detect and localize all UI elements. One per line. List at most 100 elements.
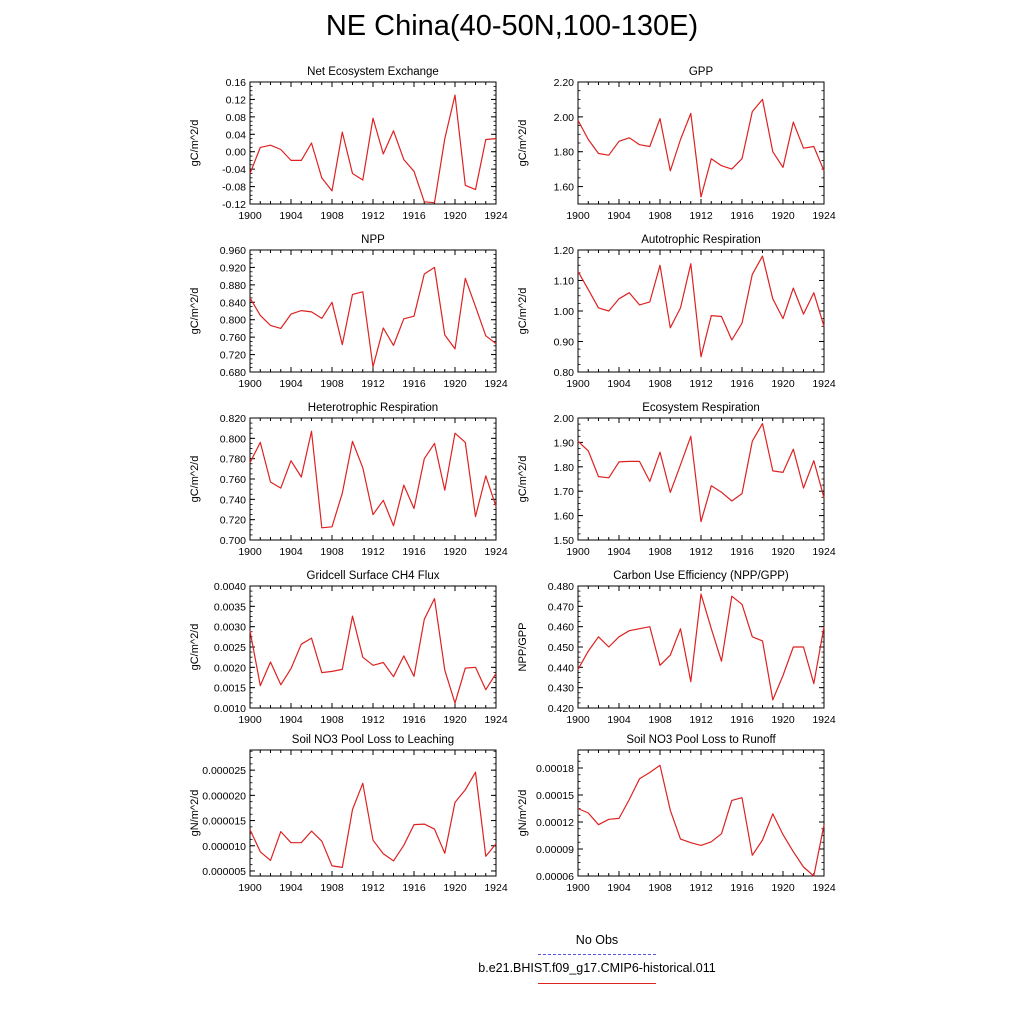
y-tick-label: 1.60 (554, 182, 575, 194)
x-tick-label: 1924 (812, 378, 836, 390)
y-tick-label: 0.760 (220, 332, 246, 344)
panel-title: Gridcell Surface CH4 Flux (307, 570, 440, 582)
x-tick-label: 1908 (648, 546, 672, 558)
y-tick-label: 0.920 (220, 262, 246, 274)
series-line (577, 255, 825, 358)
plot-frame (577, 585, 825, 709)
y-axis-label: NPP/GPP (517, 623, 529, 672)
x-tick-label: 1920 (771, 546, 795, 558)
x-tick-label: 1916 (402, 714, 426, 726)
series-line (577, 593, 825, 701)
panel-title: Autotrophic Respiration (641, 234, 761, 246)
x-tick-label: 1908 (648, 210, 672, 222)
x-tick-label: 1904 (279, 210, 303, 222)
x-tick-label: 1900 (566, 378, 590, 390)
y-tick-label: 0.04 (226, 129, 247, 141)
x-tick-label: 1908 (648, 882, 672, 894)
y-tick-label: -0.08 (222, 182, 246, 194)
x-tick-label: 1924 (484, 882, 508, 894)
y-axis-label: gC/m^2/d (189, 624, 201, 671)
series-line (577, 423, 825, 523)
series-line (249, 94, 497, 204)
y-tick-label: 1.90 (554, 437, 575, 449)
legend: No Obs b.e21.BHIST.f09_g17.CMIP6-histori… (0, 930, 1024, 1010)
panel-title: Net Ecosystem Exchange (307, 66, 439, 78)
x-tick-label: 1900 (238, 714, 262, 726)
x-tick-label: 1916 (402, 546, 426, 558)
y-tick-label: 0.000025 (202, 765, 246, 777)
y-tick-label: 0.0020 (214, 662, 246, 674)
y-tick-label: 0.460 (548, 622, 574, 634)
x-tick-label: 1916 (402, 378, 426, 390)
x-tick-label: 1916 (730, 714, 754, 726)
x-tick-label: 1916 (402, 882, 426, 894)
x-tick-label: 1904 (607, 210, 631, 222)
y-tick-label: 0.80 (554, 367, 575, 379)
x-tick-label: 1912 (361, 210, 385, 222)
x-tick-label: 1924 (484, 546, 508, 558)
panel-title: Soil NO3 Pool Loss to Leaching (292, 734, 454, 746)
y-tick-label: 0.00012 (536, 817, 574, 829)
x-tick-label: 1916 (730, 378, 754, 390)
plot-frame (249, 81, 497, 205)
y-tick-label: 0.00006 (536, 871, 574, 883)
y-tick-label: 0.00009 (536, 844, 574, 856)
series-line (577, 764, 825, 877)
y-tick-label: 0.800 (220, 433, 246, 445)
plot-frame (249, 249, 497, 373)
y-tick-label: -0.04 (222, 164, 246, 176)
x-tick-label: 1916 (730, 546, 754, 558)
x-tick-label: 1908 (320, 882, 344, 894)
x-tick-label: 1904 (607, 546, 631, 558)
x-tick-label: 1900 (566, 882, 590, 894)
x-tick-label: 1920 (443, 546, 467, 558)
y-tick-label: 0.720 (220, 350, 246, 362)
plot-frame (577, 749, 825, 877)
y-tick-label: 0.000015 (202, 816, 246, 828)
y-tick-label: 0.0030 (214, 622, 246, 634)
x-tick-label: 1904 (279, 882, 303, 894)
x-tick-label: 1916 (730, 882, 754, 894)
y-tick-label: 0.0035 (214, 601, 246, 613)
y-tick-label: 0.000005 (202, 866, 246, 878)
plot-frame (249, 749, 497, 877)
y-axis-label: gC/m^2/d (517, 456, 529, 503)
x-tick-label: 1904 (607, 882, 631, 894)
x-tick-label: 1908 (320, 546, 344, 558)
plot-frame (577, 81, 825, 205)
y-tick-label: 1.00 (554, 306, 575, 318)
x-tick-label: 1900 (238, 546, 262, 558)
x-tick-label: 1904 (607, 714, 631, 726)
y-tick-label: 2.00 (554, 413, 575, 425)
y-tick-label: 0.08 (226, 112, 247, 124)
x-tick-label: 1908 (648, 714, 672, 726)
y-tick-label: 0.00018 (536, 763, 574, 775)
y-tick-label: 0.430 (548, 683, 574, 695)
y-tick-label: 0.740 (220, 494, 246, 506)
y-tick-label: 0.880 (220, 280, 246, 292)
x-tick-label: 1920 (443, 882, 467, 894)
legend-obs-line (538, 954, 656, 955)
y-tick-label: 0.480 (548, 581, 574, 593)
x-tick-label: 1912 (361, 882, 385, 894)
y-tick-label: 0.00 (226, 147, 247, 159)
y-tick-label: 0.450 (548, 642, 574, 654)
y-tick-label: 0.800 (220, 315, 246, 327)
series-line (249, 430, 497, 529)
y-tick-label: 2.00 (554, 112, 575, 124)
x-tick-label: 1924 (812, 210, 836, 222)
x-tick-label: 1900 (566, 714, 590, 726)
x-tick-label: 1912 (689, 714, 713, 726)
page-title: NE China(40-50N,100-130E) (325, 10, 699, 42)
x-tick-label: 1916 (730, 210, 754, 222)
x-tick-label: 1900 (238, 210, 262, 222)
x-tick-label: 1908 (648, 378, 672, 390)
x-tick-label: 1920 (771, 210, 795, 222)
panel-title: Ecosystem Respiration (642, 402, 760, 414)
panel-title: Soil NO3 Pool Loss to Runoff (626, 734, 776, 746)
y-tick-label: -0.12 (222, 199, 246, 211)
y-tick-label: 0.820 (220, 413, 246, 425)
y-tick-label: 0.720 (220, 515, 246, 527)
panel-title: Carbon Use Efficiency (NPP/GPP) (613, 570, 789, 582)
y-axis-label: gC/m^2/d (189, 456, 201, 503)
